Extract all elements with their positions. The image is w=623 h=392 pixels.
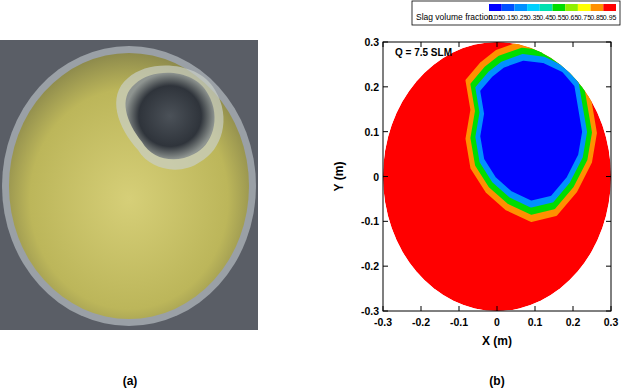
- colorbar-label: 0.45: [539, 14, 553, 21]
- plot-frame: [383, 42, 611, 311]
- x-tick: [497, 306, 498, 311]
- colorbar-swatch: [540, 4, 553, 11]
- slag-layer: [9, 53, 249, 319]
- contour-region: [472, 49, 591, 213]
- contour-region: [467, 42, 595, 220]
- colorbar-label: 0.65: [565, 14, 579, 21]
- x-tick-label: -0.1: [450, 316, 468, 328]
- x-tick-label: -0.3: [374, 316, 392, 328]
- x-tick-label: 0.3: [604, 316, 619, 328]
- y-tick: [606, 42, 611, 43]
- plot-area: [383, 42, 611, 311]
- contour-region: [477, 55, 586, 206]
- y-tick-label: 0.2: [364, 81, 379, 93]
- figure: (a) -0.3 -0.2 -0.1 0 0.1 0.2 0.3 -0.3 -0.2 -0.1 0 0.…: [0, 0, 623, 392]
- x-tick: [535, 42, 536, 47]
- x-axis-label: X (m): [482, 334, 512, 348]
- y-tick: [383, 311, 388, 312]
- y-tick: [606, 266, 611, 267]
- x-tick-label: 0: [494, 316, 500, 328]
- y-tick: [606, 131, 611, 132]
- colorbar-swatch: [553, 4, 566, 11]
- colorbar-label: 0.25: [514, 14, 528, 21]
- colorbar-swatch: [502, 4, 515, 11]
- contour-region: [482, 62, 581, 199]
- colorbar-label: 0.35: [527, 14, 541, 21]
- photo: [0, 40, 258, 330]
- y-tick: [383, 86, 388, 87]
- colorbar-label: 0.05: [489, 14, 503, 21]
- colorbar: Slag volume fraction:0.050.150.250.350.4…: [412, 1, 620, 25]
- contour-regions: [383, 42, 611, 311]
- y-tick-label: 0.1: [364, 126, 379, 138]
- x-tick: [459, 42, 460, 47]
- y-tick: [383, 131, 388, 132]
- y-tick-label: -0.1: [361, 215, 379, 227]
- y-tick: [606, 221, 611, 222]
- y-tick: [606, 311, 611, 312]
- colorbar-swatch: [514, 4, 527, 11]
- x-tick: [573, 306, 574, 311]
- y-tick: [383, 176, 388, 177]
- y-tick-label: 0.3: [364, 36, 379, 48]
- colorbar-label: 0.15: [501, 14, 515, 21]
- colorbar-label: 0.75: [577, 14, 591, 21]
- x-tick: [383, 306, 384, 311]
- x-tick: [611, 306, 612, 311]
- y-tick-label: 0: [373, 171, 379, 183]
- x-tick-label: 0.2: [566, 316, 581, 328]
- x-tick: [459, 306, 460, 311]
- y-tick-label: -0.2: [361, 260, 379, 272]
- x-tick: [383, 42, 384, 47]
- x-tick: [535, 306, 536, 311]
- colorbar-box: [412, 1, 620, 25]
- colorbar-swatch: [565, 4, 578, 11]
- x-tick: [573, 42, 574, 47]
- colorbar-swatch: [489, 4, 502, 11]
- colorbar-swatch: [578, 4, 591, 11]
- colorbar-label: 0.55: [552, 14, 566, 21]
- colorbar-label: 0.85: [590, 14, 604, 21]
- y-axis-label: Y (m): [332, 162, 346, 192]
- x-tick: [611, 42, 612, 47]
- x-tick-label: -0.2: [412, 316, 430, 328]
- x-tick: [421, 306, 422, 311]
- y-tick: [383, 42, 388, 43]
- y-tick: [606, 86, 611, 87]
- annotation: Q = 7.5 SLM: [395, 47, 452, 58]
- open-eye: [126, 73, 215, 160]
- colorbar-swatch: [591, 4, 604, 11]
- x-tick: [497, 42, 498, 47]
- x-tick-label: 0.1: [528, 316, 543, 328]
- ladle-rim: [2, 46, 256, 326]
- eye-foam: [116, 66, 223, 170]
- domain: [383, 42, 611, 311]
- panel-label: (b): [489, 374, 504, 388]
- panel-label: (a): [123, 374, 138, 388]
- colorbar-title: Slag volume fraction:: [416, 12, 495, 22]
- y-tick-label: -0.3: [361, 305, 379, 317]
- colorbar-swatch: [527, 4, 540, 11]
- y-tick: [383, 221, 388, 222]
- photo-background: [0, 40, 258, 330]
- y-tick: [606, 176, 611, 177]
- colorbar-label: 0.95: [603, 14, 617, 21]
- y-tick: [383, 266, 388, 267]
- colorbar-swatch: [603, 4, 616, 11]
